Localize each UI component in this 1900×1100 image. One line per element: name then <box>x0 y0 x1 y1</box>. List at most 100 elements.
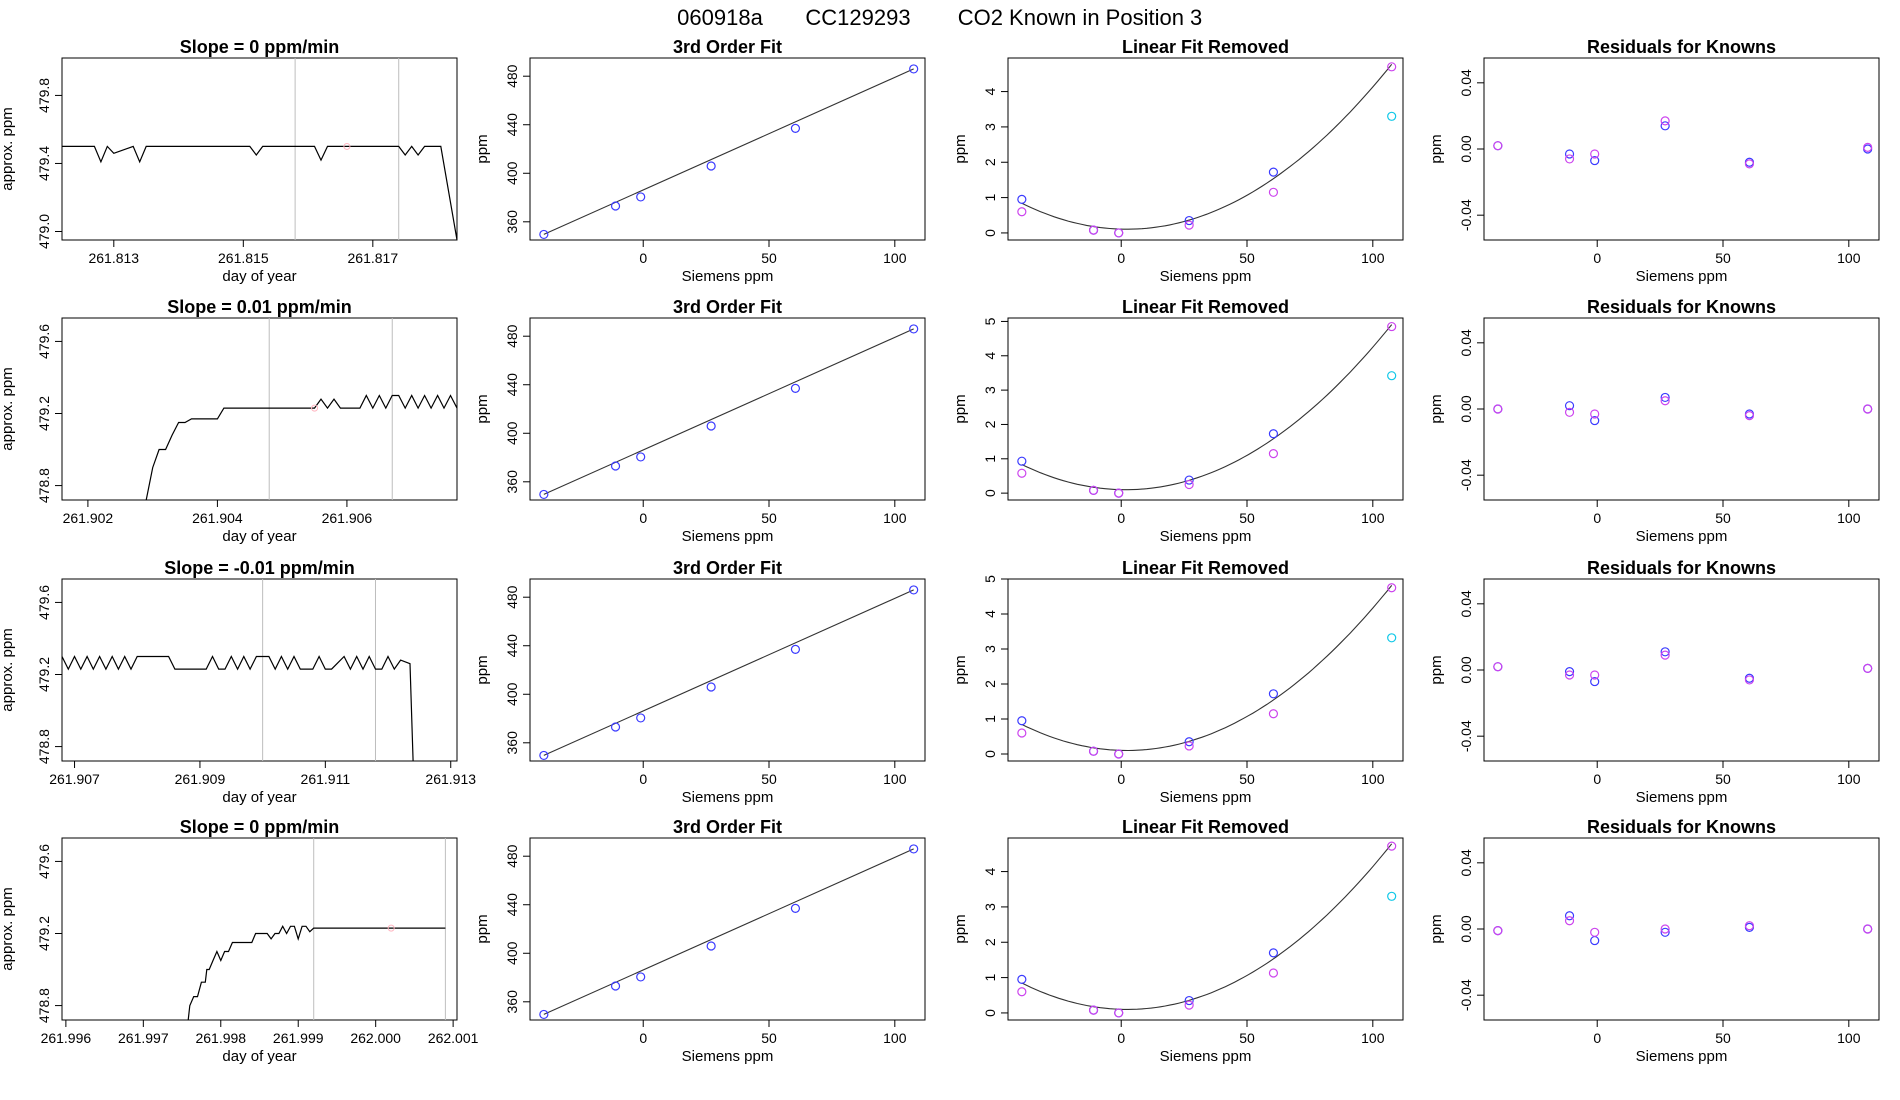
y-axis-label: ppm <box>1428 394 1445 423</box>
data-point-magenta <box>1744 159 1755 169</box>
fit-curve <box>1021 63 1393 230</box>
data-point-blue <box>1268 429 1279 439</box>
panel-title: Residuals for Knowns <box>1587 297 1776 317</box>
data-point-magenta <box>1493 662 1503 672</box>
y-axis-label: ppm <box>952 655 969 684</box>
data-point-magenta <box>1184 220 1194 230</box>
trace-line <box>187 925 446 1020</box>
panel-title: Linear Fit Removed <box>1122 817 1289 837</box>
x-tick-label: 100 <box>1361 1030 1385 1046</box>
x-tick-label: 100 <box>1361 771 1385 787</box>
data-point-blue <box>1590 155 1600 166</box>
x-tick-label: 0 <box>639 771 647 787</box>
data-point-magenta <box>1017 728 1027 738</box>
plot-area <box>1017 321 1397 498</box>
panel-r0-c1: 3rd Order Fit 0 50 100 Siemens ppm 360 400 440 4… <box>474 37 926 285</box>
y-axis-label: ppm <box>474 134 491 163</box>
x-tick-label: 50 <box>761 510 777 526</box>
y-tick-label: 360 <box>504 470 520 494</box>
y-tick-label: 479.6 <box>36 844 52 879</box>
plot-frame <box>61 57 458 241</box>
data-point-blue <box>1017 716 1027 726</box>
plot-area <box>1493 116 1873 169</box>
y-tick-label: 2 <box>982 420 998 428</box>
x-axis-label: Siemens ppm <box>682 528 774 545</box>
plot-area <box>539 324 919 500</box>
data-point-blue <box>790 123 801 133</box>
data-point-blue <box>1184 737 1194 747</box>
data-point-cyan <box>1387 371 1397 381</box>
y-tick-label: 0.00 <box>1458 395 1474 422</box>
data-point-magenta <box>1590 149 1600 159</box>
y-axis-label: approx. ppm <box>0 887 16 970</box>
data-point-blue <box>539 1009 549 1020</box>
x-tick-label: 50 <box>1715 1030 1731 1046</box>
data-point-magenta <box>1268 709 1279 719</box>
data-point-blue <box>1590 935 1600 946</box>
y-tick-label: 4 <box>982 87 998 95</box>
data-point-magenta <box>1088 485 1099 495</box>
panel-grid: Slope = 0 ppm/min 261.813 261.815 261.817 da… <box>0 37 1880 1065</box>
y-tick-label: 0 <box>982 1009 998 1017</box>
data-point-cyan <box>1387 891 1397 901</box>
y-tick-label: -0.04 <box>1458 459 1474 491</box>
x-tick-label: 261.999 <box>273 1030 324 1046</box>
y-axis-label: approx. ppm <box>0 628 16 711</box>
trace-line <box>62 145 457 240</box>
data-point-blue <box>1184 215 1194 226</box>
plot-area <box>1493 911 1873 946</box>
data-point-magenta <box>1268 449 1279 459</box>
data-point-blue <box>1590 676 1600 687</box>
plot-area <box>62 579 414 761</box>
panel-title: Slope = 0.01 ppm/min <box>167 297 352 317</box>
data-point-blue <box>1268 948 1279 958</box>
data-point-blue <box>636 452 646 462</box>
data-point-blue <box>1564 401 1575 411</box>
y-tick-label: 479.6 <box>36 324 52 359</box>
y-axis-label: approx. ppm <box>0 107 16 190</box>
fit-curve <box>1021 585 1393 752</box>
data-point-magenta <box>1114 228 1124 238</box>
panel-r0-c0: Slope = 0 ppm/min 261.813 261.815 261.817 da… <box>0 37 458 285</box>
panel-r0-c2: Linear Fit Removed 0 50 100 Siemens ppm 0 1 2 3 4… <box>952 37 1404 285</box>
y-tick-label: 480 <box>504 844 520 868</box>
panel-r0-c3: Residuals for Knowns 0 50 100 Siemens ppm -0.… <box>1428 37 1880 285</box>
plot-frame <box>1007 317 1404 501</box>
y-tick-label: 1 <box>982 455 998 463</box>
x-tick-label: 50 <box>761 1030 777 1046</box>
plot-area <box>1017 583 1397 759</box>
data-point-magenta <box>1744 411 1755 421</box>
y-tick-label: 2 <box>982 158 998 166</box>
x-tick-label: 50 <box>1239 1030 1255 1046</box>
figure-title-tank: CC129293 <box>805 5 910 30</box>
x-tick-label: 100 <box>883 510 907 526</box>
y-tick-label: -0.04 <box>1458 199 1474 231</box>
y-tick-label: 5 <box>982 317 998 325</box>
data-point-magenta <box>1268 187 1279 197</box>
x-tick-label: 0 <box>1593 250 1601 266</box>
data-point-magenta <box>1088 1005 1099 1015</box>
fit-line <box>543 68 914 235</box>
data-point-magenta <box>1114 488 1124 498</box>
x-axis-label: Siemens ppm <box>1636 789 1728 806</box>
data-point-blue <box>1660 392 1670 403</box>
y-tick-label: 4 <box>982 610 998 618</box>
y-axis-label: ppm <box>1428 655 1445 684</box>
fit-line <box>543 328 914 495</box>
y-axis-label: ppm <box>1428 914 1445 943</box>
y-tick-label: 440 <box>504 634 520 658</box>
data-point-magenta <box>1184 1000 1194 1010</box>
plot-area <box>1017 62 1397 238</box>
y-axis-label: approx. ppm <box>0 367 16 450</box>
data-point-blue <box>539 489 549 500</box>
y-tick-label: 5 <box>982 575 998 583</box>
fit-line <box>543 848 914 1015</box>
data-point-blue <box>1660 121 1670 131</box>
data-point-blue <box>610 722 621 732</box>
x-tick-label: 100 <box>1837 1030 1861 1046</box>
x-tick-label: 261.817 <box>348 250 399 266</box>
x-tick-label: 261.996 <box>41 1030 92 1046</box>
data-point-blue <box>909 324 919 334</box>
x-tick-label: 50 <box>1715 510 1731 526</box>
data-point-blue <box>1017 974 1027 984</box>
